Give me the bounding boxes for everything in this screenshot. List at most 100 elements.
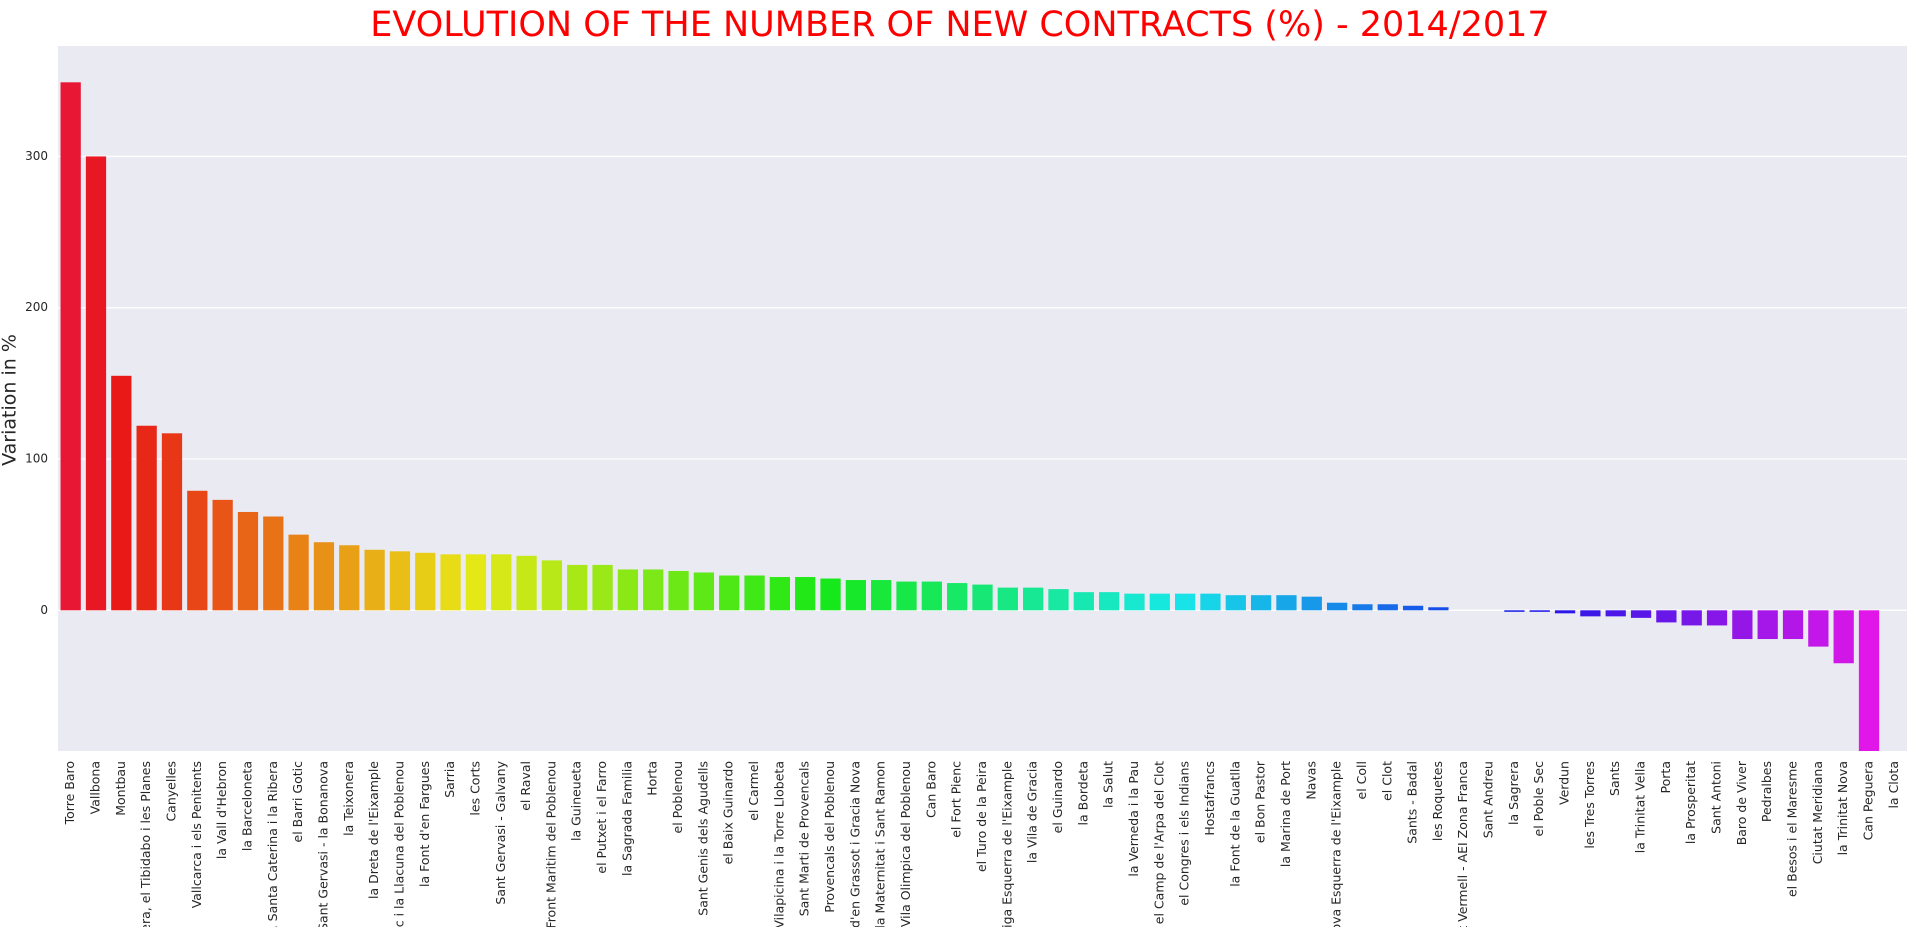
x-tick-label: la Font d'en Fargues	[417, 761, 432, 887]
x-tick-label: Sants	[1607, 761, 1622, 796]
bar	[541, 560, 563, 611]
x-tick-label: el Congres i els Indians	[1177, 761, 1192, 906]
bar	[1656, 610, 1677, 623]
bar	[1580, 610, 1601, 617]
x-tick-label: Sant Antoni	[1709, 761, 1724, 834]
x-tick-label: el Guinardo	[1050, 761, 1065, 833]
x-tick-label: la Vila Olimpica del Poblenou	[898, 761, 913, 927]
bar	[1174, 593, 1196, 611]
bar	[1023, 587, 1044, 611]
x-tick-label: el Besos i el Maresme	[1785, 761, 1800, 897]
x-tick-label: la Marina de Port	[1278, 761, 1293, 867]
x-tick-label: la Trinitat Nova	[1835, 761, 1850, 855]
bar	[1732, 610, 1753, 640]
bar	[1605, 610, 1626, 617]
bar	[1529, 610, 1550, 612]
bar	[617, 569, 639, 611]
bar	[85, 156, 107, 611]
x-tick-label: el Fort Pienc	[949, 761, 964, 838]
bar	[1428, 607, 1449, 611]
bar	[1149, 593, 1170, 611]
x-tick-label: la Guineueta	[569, 761, 584, 841]
bar	[1833, 610, 1854, 664]
bar	[1276, 595, 1297, 611]
bar	[339, 545, 360, 611]
x-tick-label: Porta	[1658, 761, 1673, 793]
x-tick-label: Sants - Badal	[1405, 761, 1420, 844]
x-tick-label: la Sagrera	[1506, 761, 1521, 825]
x-tick-label: Canyelles	[163, 761, 178, 822]
x-tick-label: el Poblenou	[670, 761, 685, 833]
x-tick-label: l'Antiga Esquerra de l'Eixample	[999, 761, 1014, 927]
x-tick-label: la Verneda i la Pau	[1126, 761, 1141, 877]
x-tick-label: la Sagrada Familia	[619, 761, 634, 876]
bar	[415, 552, 436, 611]
bar	[111, 375, 132, 611]
x-tick-label: Can Peguera	[1861, 761, 1876, 840]
bar	[1808, 610, 1829, 647]
x-tick-label: Sarria	[442, 761, 457, 798]
bar	[1200, 593, 1221, 611]
x-tick-label: la Clota	[1886, 761, 1901, 809]
x-tick-label: el Camp d'en Grassot i Gracia Nova	[847, 761, 862, 927]
bar	[263, 516, 284, 611]
x-tick-label: les Roquetes	[1430, 761, 1445, 841]
bar	[820, 578, 841, 611]
x-tick-label: la Teixonera	[341, 761, 356, 836]
x-tick-label: el Bon Pastor	[1253, 760, 1268, 843]
x-tick-label: Horta	[645, 761, 660, 796]
bar	[491, 554, 512, 611]
bar	[769, 577, 791, 611]
x-tick-label: Verdun	[1557, 761, 1572, 805]
bar	[1124, 593, 1145, 611]
x-tick-label: les Corts	[467, 761, 482, 816]
x-tick-label: Ciutat Meridiana	[1810, 761, 1825, 864]
x-tick-label: Baro de Viver	[1734, 760, 1749, 845]
bar	[60, 82, 81, 611]
x-tick-label: Navas	[1303, 761, 1318, 800]
x-tick-label: el Raval	[518, 761, 533, 811]
x-tick-label: la Nova Esquerra de l'Eixample	[1329, 761, 1344, 927]
y-axis-label: Variation in %	[0, 334, 21, 466]
x-tick-label: Hostafrancs	[1202, 761, 1217, 836]
bar	[237, 511, 259, 611]
x-tick-label: la Prosperitat	[1683, 761, 1698, 844]
x-tick-label: Provencals del Poblenou	[822, 761, 837, 913]
chart-title: EVOLUTION OF THE NUMBER OF NEW CONTRACTS…	[370, 5, 1549, 45]
x-tick-label: Sant Marti de Provencals	[797, 761, 812, 916]
bar	[668, 570, 689, 611]
x-tick-label: la Vall d'Hebron	[214, 761, 229, 859]
bar	[1048, 589, 1069, 611]
x-tick-label: la Bordeta	[1075, 761, 1090, 825]
x-tick-label: el Coll	[1354, 761, 1369, 799]
x-tick-label: Vilapicina i la Torre Llobeta	[771, 761, 786, 927]
x-tick-label: el Putxet i el Farro	[594, 761, 609, 874]
bar	[744, 575, 765, 611]
x-tick-label: les Tres Torres	[1582, 761, 1597, 849]
bar	[567, 564, 588, 611]
bar	[161, 433, 183, 611]
bar	[1782, 610, 1804, 640]
x-tick-label: Sant Gervasi - Galvany	[493, 760, 508, 904]
bar	[1402, 605, 1424, 611]
x-tick-label: el Camp de l'Arpa del Clot	[1151, 761, 1166, 924]
y-tick-label: 100	[25, 452, 48, 466]
bar	[1706, 610, 1728, 626]
bar	[921, 581, 942, 611]
bar	[1073, 592, 1094, 611]
bar	[1377, 604, 1398, 611]
bar	[288, 534, 309, 611]
y-tick-label: 200	[25, 300, 48, 314]
bar	[1504, 610, 1525, 612]
bar	[1681, 610, 1702, 626]
x-tick-label: Sant Gervasi - la Bonanova	[315, 761, 330, 927]
bar	[997, 587, 1018, 611]
bar	[972, 584, 993, 611]
bar	[1099, 592, 1120, 611]
x-tick-label: Vallcarca i els Penitents	[189, 761, 204, 908]
x-tick-label: el Poble Sec	[1531, 761, 1546, 837]
x-tick-label: Pedralbes	[1759, 761, 1774, 822]
bar	[871, 580, 892, 611]
y-tick-label: 0	[40, 603, 48, 617]
bar	[795, 577, 816, 611]
